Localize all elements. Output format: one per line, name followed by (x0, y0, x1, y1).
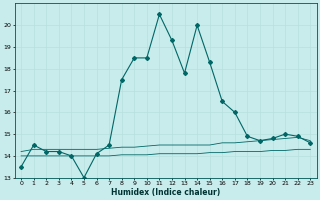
X-axis label: Humidex (Indice chaleur): Humidex (Indice chaleur) (111, 188, 220, 197)
